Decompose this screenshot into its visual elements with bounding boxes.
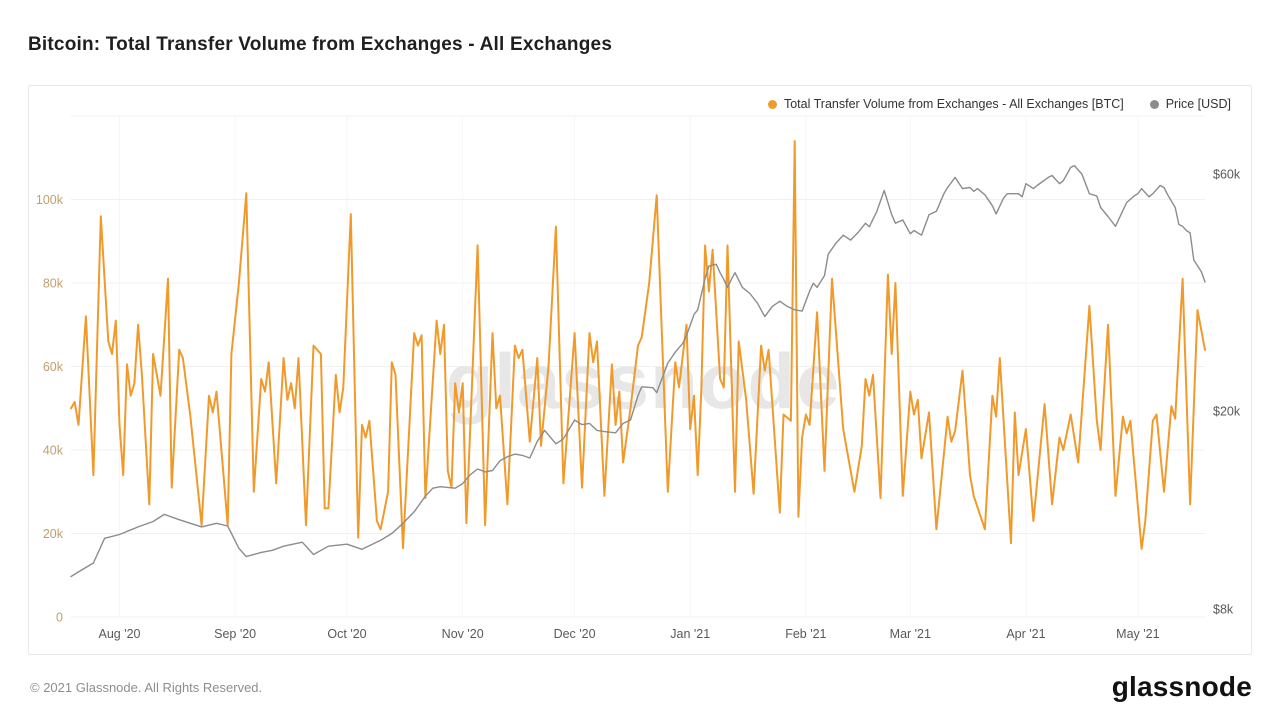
x-tick-label: Jan '21 [670,627,710,641]
x-tick-label: Dec '20 [554,627,596,641]
y-left-tick-label: 40k [43,444,64,458]
y-left-tick-label: 100k [36,193,64,207]
price-legend-dot-icon [1149,99,1159,109]
volume-legend-dot-icon [767,99,777,109]
y-left-tick-label: 20k [43,527,64,541]
price-legend-label: Price [USD] [1165,97,1231,111]
volume-legend-label: Total Transfer Volume from Exchanges - A… [783,97,1124,111]
x-tick-label: Mar '21 [890,627,931,641]
y-left-tick-label: 80k [43,277,64,291]
x-tick-label: Feb '21 [785,627,826,641]
legend-item-volume[interactable]: Total Transfer Volume from Exchanges - A… [767,97,1124,111]
watermark: glassnode [446,337,841,425]
price-series-line [70,164,1206,578]
chart-legend: Total Transfer Volume from Exchanges - A… [767,97,1231,111]
legend-item-price[interactable]: Price [USD] [1149,97,1231,111]
copyright-text: © 2021 Glassnode. All Rights Reserved. [30,680,263,695]
volume-series-line [70,140,1206,550]
x-tick-label: Apr '21 [1006,627,1045,641]
x-tick-label: Nov '20 [442,627,484,641]
y-axis-right-labels: $8k $20k $60k [1213,168,1241,617]
x-tick-label: May '21 [1116,627,1159,641]
y-right-tick-label: $60k [1213,168,1241,182]
chart-card: glassnode 0 20k 40k 60k 80k 100k $8k $20k $60k … [28,85,1252,655]
y-left-tick-label: 60k [43,360,64,374]
x-axis-labels: Aug '20 Sep '20 Oct '20 Nov '20 Dec '20 Jan '… [98,627,1159,641]
y-left-tick-label: 0 [56,611,63,625]
y-right-tick-label: $8k [1213,603,1234,617]
x-tick-label: Aug '20 [98,627,140,641]
page-title: Bitcoin: Total Transfer Volume from Exch… [28,34,613,55]
x-tick-label: Sep '20 [214,627,256,641]
glassnode-logo: glassnode [1111,671,1252,702]
y-right-tick-label: $20k [1213,405,1241,419]
y-axis-left-labels: 0 20k 40k 60k 80k 100k [36,193,64,625]
x-tick-label: Oct '20 [327,627,366,641]
horizontal-gridlines [71,115,1205,618]
